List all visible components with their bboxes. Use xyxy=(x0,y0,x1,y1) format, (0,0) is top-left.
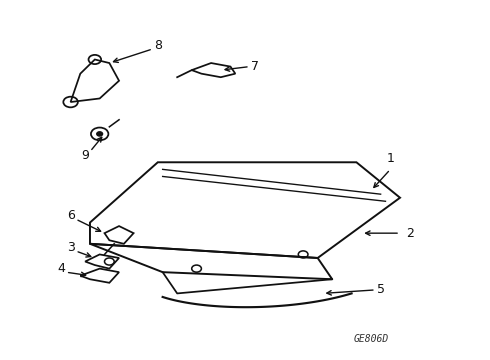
Text: 1: 1 xyxy=(387,152,394,165)
Text: 5: 5 xyxy=(377,283,385,296)
Text: 4: 4 xyxy=(57,262,65,275)
Text: 2: 2 xyxy=(406,227,414,240)
Text: 6: 6 xyxy=(67,209,74,222)
Text: 9: 9 xyxy=(81,149,89,162)
Text: GE806D: GE806D xyxy=(353,334,389,345)
Text: 3: 3 xyxy=(67,241,74,254)
Circle shape xyxy=(97,132,102,136)
Text: 8: 8 xyxy=(154,39,162,52)
Text: 7: 7 xyxy=(251,60,259,73)
